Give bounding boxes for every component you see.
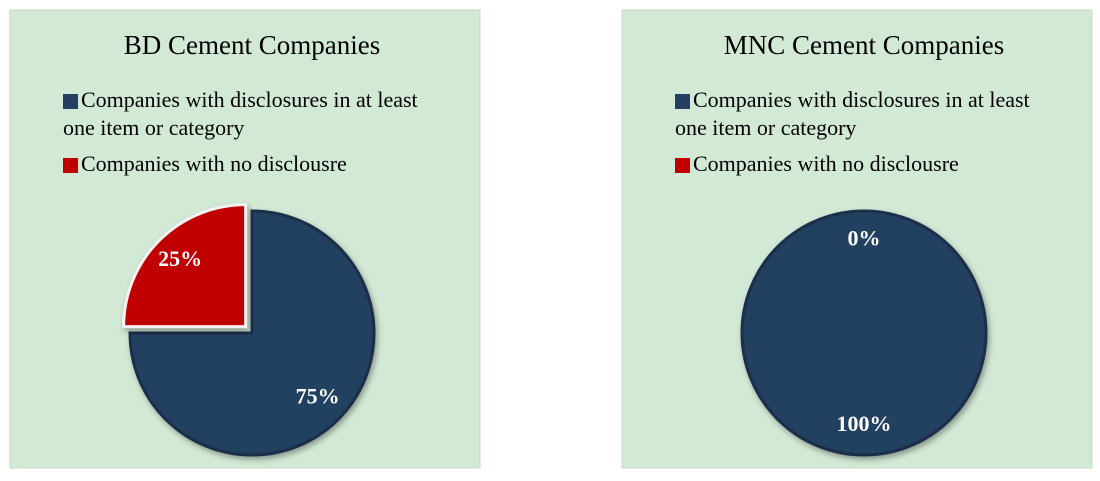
legend-swatch — [675, 94, 690, 109]
pie-slice — [128, 209, 376, 457]
legend-line: Companies with no disclousre — [81, 151, 347, 176]
legend-label: Companies with no disclousre — [693, 151, 959, 176]
legend-line: one item or category — [675, 115, 856, 140]
legend-line: Companies with disclosures in at least — [81, 87, 418, 112]
chart-title: BD Cement Companies — [124, 30, 380, 60]
legend-line: Companies with no disclousre — [693, 151, 959, 176]
chart-title: MNC Cement Companies — [724, 30, 1004, 60]
pie-panel: BD Cement Companies Companies with disclo… — [9, 9, 481, 469]
legend-label: Companies with no disclousre — [81, 151, 347, 176]
legend-swatch — [675, 158, 690, 173]
legend-swatch — [63, 158, 78, 173]
legend-swatch — [63, 94, 78, 109]
pie-slice — [740, 209, 988, 457]
data-label: 25% — [158, 246, 202, 271]
legend-line: Companies with disclosures in at least — [693, 87, 1030, 112]
data-label: 75% — [296, 384, 340, 409]
data-label: 100% — [837, 411, 892, 436]
legend-label: Companies with disclosures in at least on… — [63, 87, 418, 140]
pie-slice — [122, 203, 248, 329]
pie-panel: MNC Cement Companies Companies with discl… — [621, 9, 1093, 469]
legend-label: Companies with disclosures in at least on… — [675, 87, 1030, 140]
legend-line: one item or category — [63, 115, 244, 140]
data-label: 0% — [848, 225, 881, 250]
